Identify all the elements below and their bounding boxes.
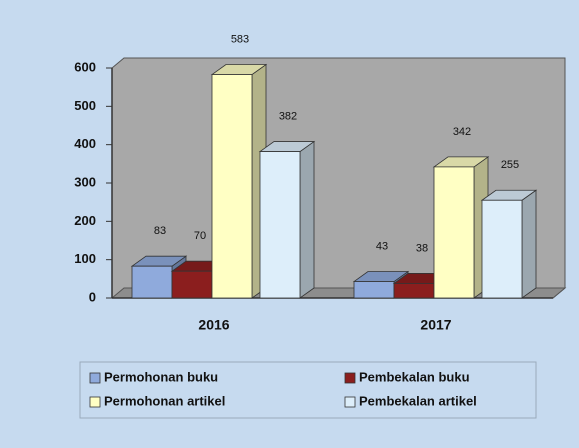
data-label: 382 [279,110,297,122]
y-tick-label: 600 [74,59,96,74]
y-tick-label: 500 [74,98,96,113]
data-label: 342 [453,126,471,138]
legend-label: Pembekalan artikel [359,393,477,408]
bar [393,283,435,299]
bar-side [521,189,537,299]
bar [211,74,253,299]
bar [433,166,475,299]
y-tick-label: 0 [89,289,96,304]
legend-label: Permohonan artikel [104,393,225,408]
legend-swatch [89,396,101,408]
y-tick-label: 400 [74,136,96,151]
bar-side [299,140,315,299]
legend-swatch [344,396,356,408]
bar [353,281,395,299]
data-label: 583 [231,33,249,45]
y-tick-label: 300 [74,174,96,189]
data-label: 255 [501,159,519,171]
x-tick-label: 2016 [198,317,229,333]
data-label: 83 [154,225,166,237]
legend-swatch [344,372,356,384]
data-label: 38 [416,242,428,254]
legend [79,361,537,419]
y-tick-label: 200 [74,213,96,228]
legend-label: Permohonan buku [104,369,218,384]
y-tick-label: 100 [74,251,96,266]
bar [131,265,173,299]
bar [259,151,301,299]
legend-swatch [89,372,101,384]
legend-label: Pembekalan buku [359,369,470,384]
data-label: 70 [194,230,206,242]
data-label: 43 [376,240,388,252]
bar [481,199,523,299]
x-tick-label: 2017 [420,317,451,333]
bar [171,270,213,299]
